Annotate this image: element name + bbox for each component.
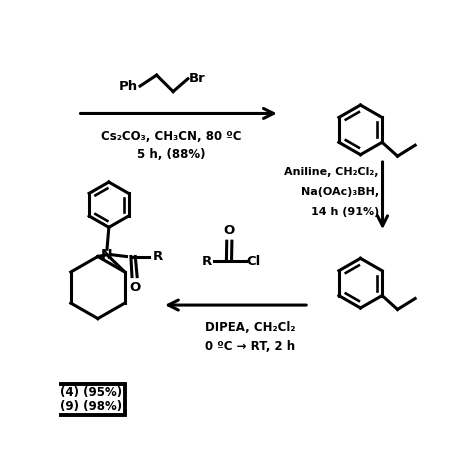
Text: N: N: [101, 248, 113, 262]
Text: Cs₂CO₃, CH₃CN, 80 ºC: Cs₂CO₃, CH₃CN, 80 ºC: [101, 130, 242, 143]
Text: Br: Br: [189, 72, 206, 85]
Text: Na(OAc)₃BH,: Na(OAc)₃BH,: [301, 187, 379, 197]
Text: R: R: [201, 255, 212, 268]
Text: Cl: Cl: [246, 255, 261, 268]
Text: 0 ºC → RT, 2 h: 0 ºC → RT, 2 h: [205, 340, 295, 353]
Text: O: O: [129, 281, 140, 294]
Text: R: R: [153, 250, 163, 263]
Bar: [57, 383, 125, 415]
Text: Ph: Ph: [119, 80, 138, 92]
Text: 5 h, (88%): 5 h, (88%): [137, 148, 206, 161]
Text: (9) (98%): (9) (98%): [60, 401, 122, 413]
Text: (4) (95%): (4) (95%): [60, 386, 122, 399]
Text: O: O: [224, 224, 235, 237]
Text: 14 h (91%): 14 h (91%): [310, 207, 379, 217]
Text: DIPEA, CH₂Cl₂: DIPEA, CH₂Cl₂: [205, 321, 295, 335]
Text: Aniline, CH₂Cl₂,: Aniline, CH₂Cl₂,: [284, 167, 379, 177]
